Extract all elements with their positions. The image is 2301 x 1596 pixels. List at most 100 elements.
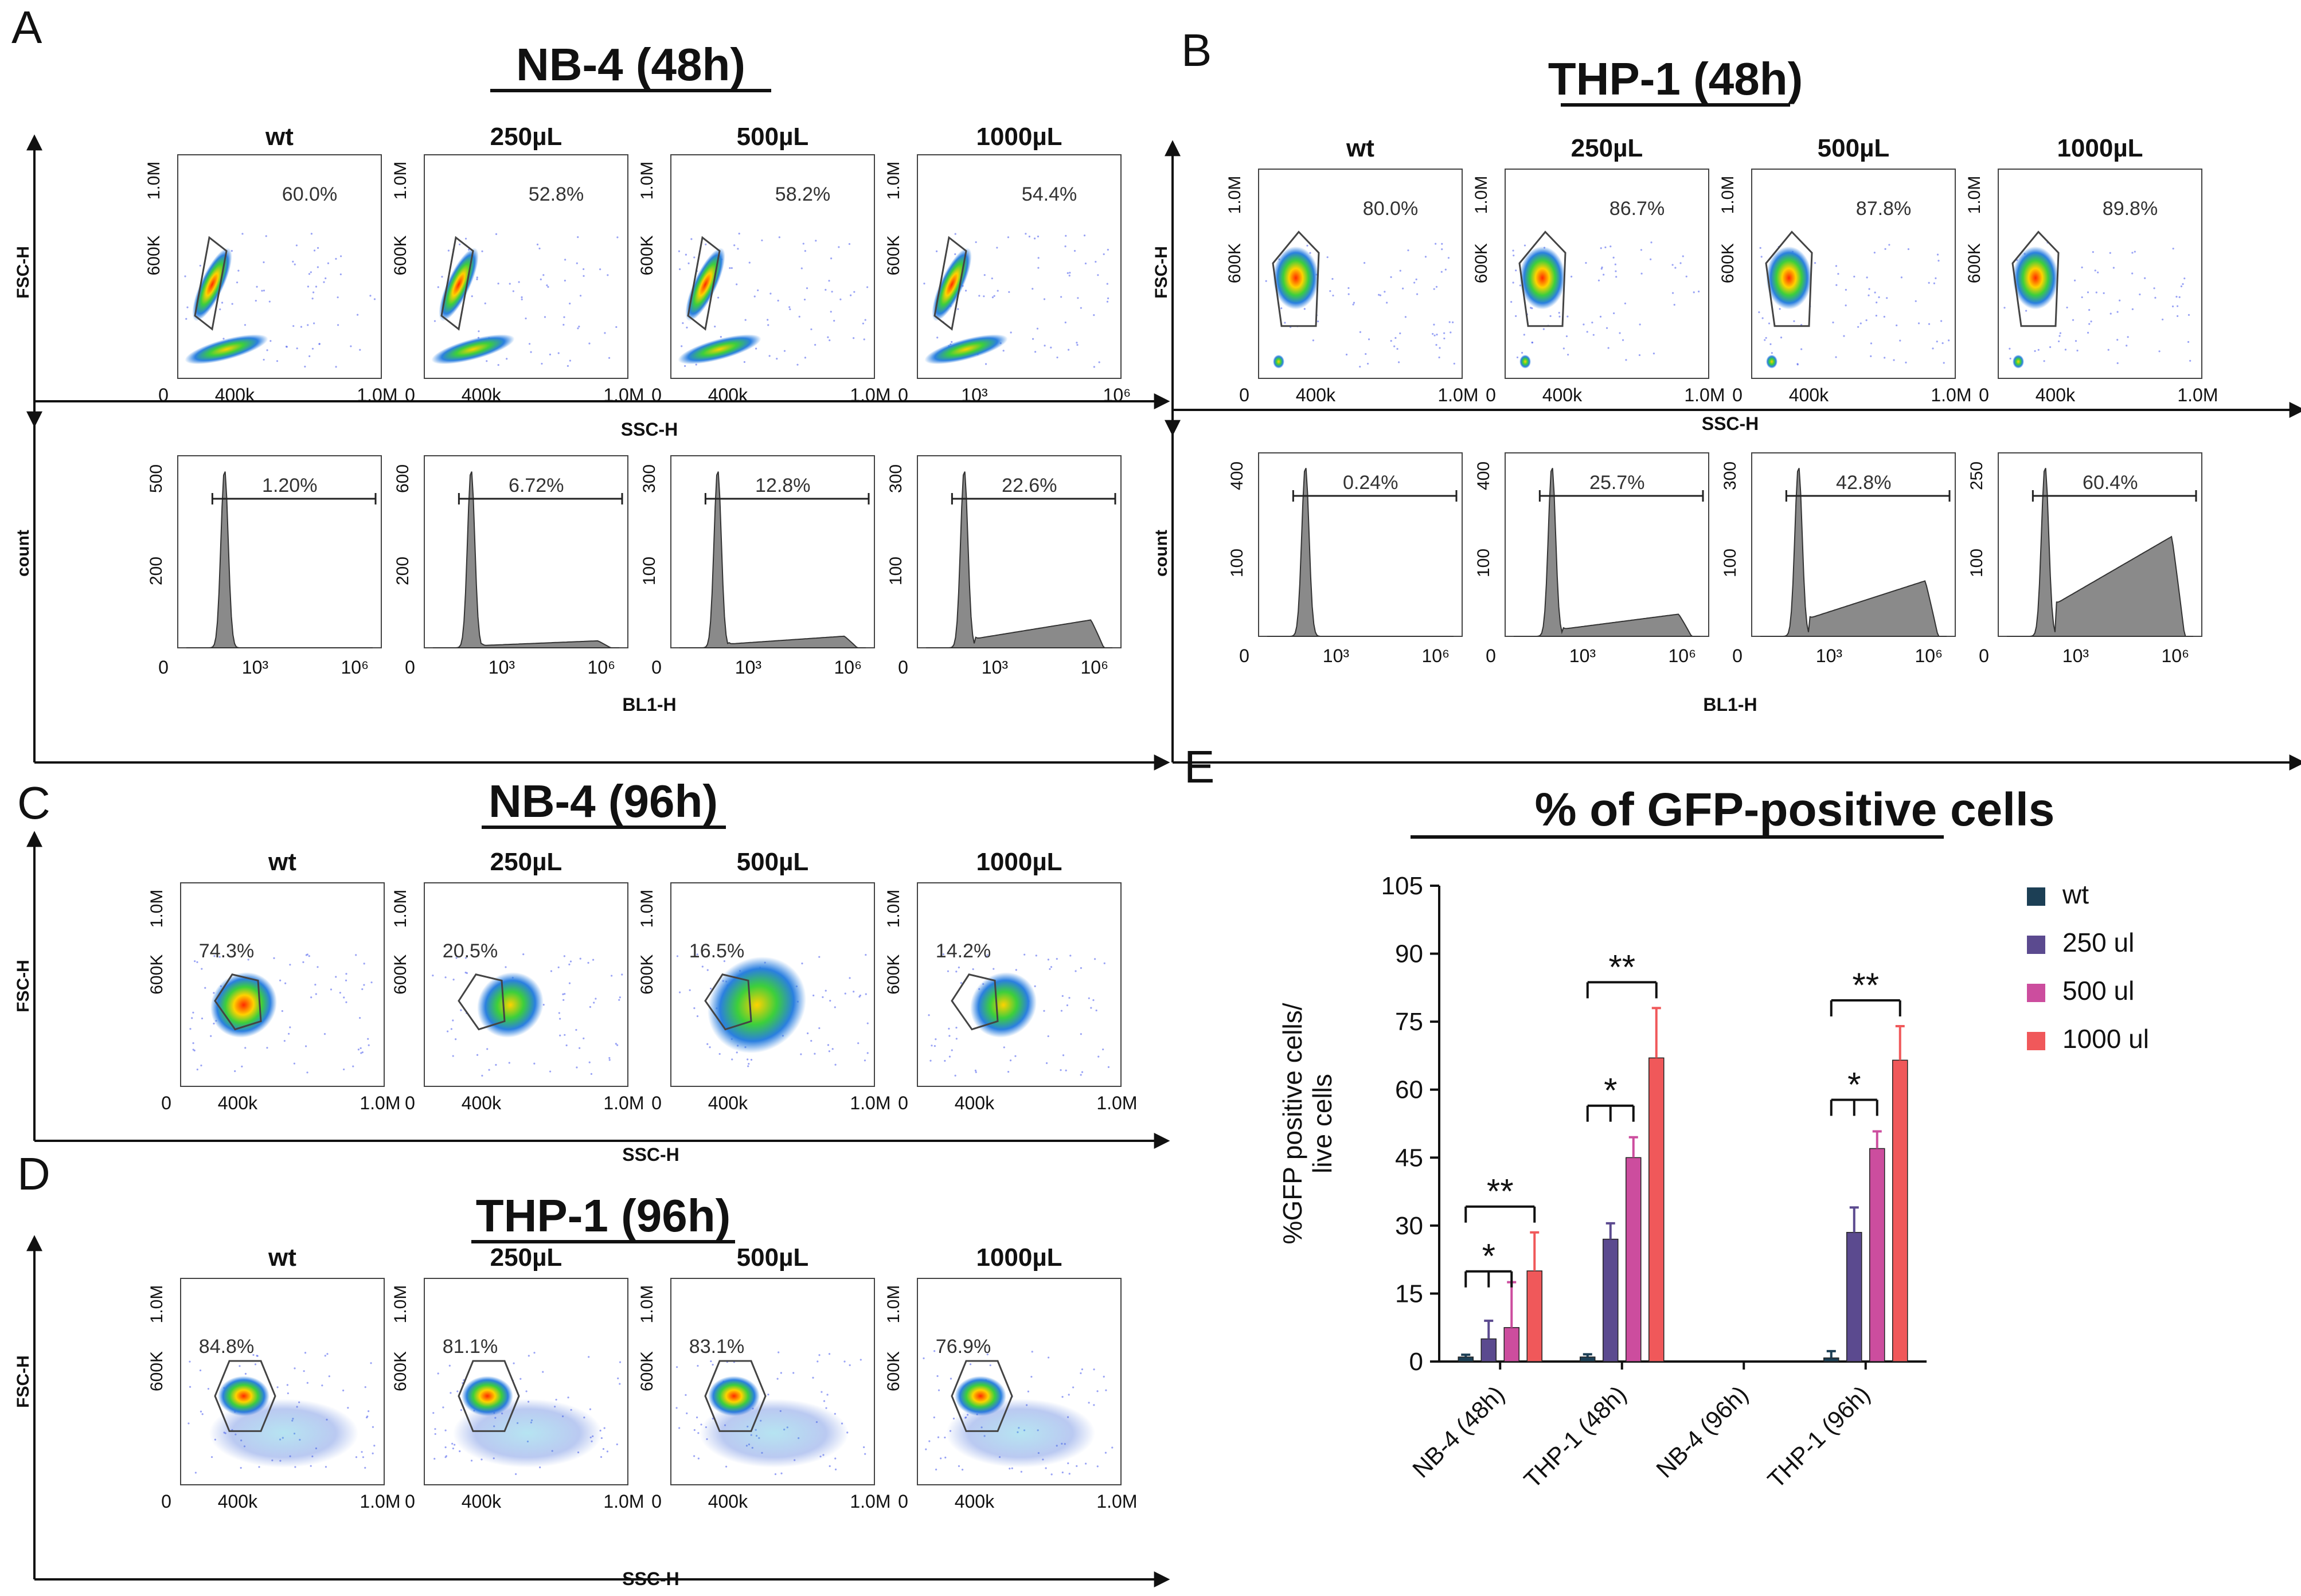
scatter-event-dot — [685, 253, 687, 256]
scatter-event-dot — [1037, 267, 1040, 269]
scatter-event-dot — [985, 363, 987, 365]
scatter-event-dot — [789, 308, 791, 311]
y-tick-label: 1.0M — [1965, 176, 1984, 214]
scatter-event-dot — [1650, 241, 1652, 244]
histogram-shape — [1760, 468, 1947, 637]
scatter-event-dot — [1102, 1048, 1104, 1051]
scatter-event-dot — [997, 290, 999, 292]
scatter-event-dot — [2097, 271, 2099, 273]
histogram-shape — [1514, 468, 1700, 637]
scatter-event-dot — [194, 960, 196, 963]
scatter-event-dot — [1936, 341, 1938, 343]
significance-star: * — [1847, 1065, 1861, 1104]
scatter-event-dot — [697, 1432, 700, 1434]
scatter-event-dot — [357, 1049, 360, 1051]
scatter-event-dot — [1064, 321, 1066, 324]
scatter-event-dot — [599, 268, 601, 271]
population-density — [707, 956, 807, 1054]
scatter-event-dot — [2182, 283, 2184, 285]
scatter-plot: 250µL 86.7% 1.0M 600K 0 400k 1.0M — [1472, 134, 1725, 405]
scatter-event-dot — [311, 298, 314, 300]
scatter-event-dot — [509, 283, 511, 285]
scatter-event-dot — [1317, 320, 1319, 323]
scatter-event-dot — [1009, 1468, 1011, 1470]
scatter-event-dot — [833, 319, 835, 322]
scatter-event-dot — [1107, 1066, 1110, 1068]
scatter-event-dot — [2095, 291, 2097, 294]
scatter-event-dot — [991, 296, 994, 299]
scatter-event-dot — [1835, 284, 1838, 286]
scatter-event-dot — [363, 984, 365, 986]
category-label: THP-1 (96h) — [1762, 1380, 1875, 1493]
scatter-event-dot — [256, 1355, 258, 1357]
scatter-event-dot — [2094, 269, 2096, 272]
scatter-event-dot — [1640, 249, 1643, 251]
gate-percentage: 84.8% — [199, 1336, 254, 1358]
scatter-event-dot — [317, 247, 319, 249]
scatter-event-dot — [1103, 1375, 1105, 1378]
scatter-event-dot — [1566, 315, 1569, 318]
scatter-event-dot — [823, 1400, 826, 1402]
scatter-event-dot — [352, 1065, 354, 1067]
scatter-event-dot — [951, 1049, 953, 1051]
scatter-event-dot — [1565, 335, 1568, 338]
scatter-event-dot — [1948, 339, 1950, 342]
debris-density — [924, 334, 1008, 365]
scatter-event-dot — [1076, 342, 1078, 344]
y-tick-label: 600K — [1965, 243, 1984, 283]
y-tick-label: 600K — [884, 235, 903, 275]
scatter-event-dot — [686, 1412, 688, 1414]
x-tick-label: 10³ — [1569, 646, 1596, 666]
scatter-plot: 500µL 87.8% 1.0M 600K 0 400k 1.0M — [1718, 134, 1971, 405]
tail-density — [946, 1399, 1095, 1468]
scatter-event-dot — [1845, 288, 1847, 291]
scatter-event-dot — [323, 281, 325, 283]
debris-density — [1766, 354, 1777, 369]
scatter-event-dot — [1769, 343, 1772, 346]
scatter-event-dot — [812, 994, 815, 997]
scatter-event-dot — [616, 236, 619, 238]
gate-percentage: 89.8% — [2103, 198, 2158, 220]
scatter-event-dot — [928, 1440, 931, 1442]
scatter-event-dot — [1047, 959, 1049, 961]
scatter-event-dot — [996, 247, 998, 249]
plot-box — [1258, 452, 1463, 637]
scatter-event-dot — [579, 1047, 581, 1049]
scatter-event-dot — [1035, 955, 1037, 957]
scatter-event-dot — [356, 314, 359, 316]
scatter-event-dot — [189, 1360, 191, 1363]
scatter-event-dot — [1390, 276, 1392, 278]
scatter-event-dot — [1452, 321, 1454, 323]
scatter-plot: 1000µL 54.4% 1.0M 600K 0 10³ 10⁶ — [884, 123, 1131, 405]
scatter-event-dot — [328, 1375, 330, 1378]
scatter-event-dot — [563, 955, 565, 957]
debris-density — [2013, 354, 2024, 369]
count-axis-label: count — [1152, 530, 1171, 577]
category-label: THP-1 (48h) — [1518, 1380, 1631, 1493]
scatter-event-dot — [588, 1061, 591, 1063]
condition-label: 250µL — [1571, 134, 1643, 162]
scatter-event-dot — [2134, 251, 2136, 253]
scatter-event-dot — [1874, 291, 1876, 294]
scatter-event-dot — [1558, 312, 1560, 314]
x-tick-label: 0 — [898, 1093, 908, 1113]
x-tick-label: 1.0M — [603, 385, 644, 405]
scatter-event-dot — [1045, 1062, 1048, 1065]
scatter-event-dot — [1045, 1467, 1047, 1469]
scatter-event-dot — [569, 960, 572, 963]
x-tick-label: 0 — [405, 1491, 415, 1512]
scatter-event-dot — [454, 1444, 456, 1446]
scatter-event-dot — [1069, 272, 1071, 274]
scatter-event-dot — [2109, 312, 2112, 315]
scatter-event-dot — [506, 358, 508, 360]
scatter-event-dot — [717, 296, 720, 299]
scatter-event-dot — [1796, 363, 1799, 366]
scatter-event-dot — [308, 955, 310, 957]
scatter-event-dot — [244, 1372, 247, 1375]
gate-percentage: 54.4% — [1022, 183, 1077, 205]
scatter-event-dot — [993, 295, 995, 297]
scatter-event-dot — [1450, 331, 1452, 334]
scatter-event-dot — [261, 290, 263, 292]
scatter-event-dot — [1760, 256, 1763, 258]
y-tick-label: 600K — [884, 1351, 903, 1391]
